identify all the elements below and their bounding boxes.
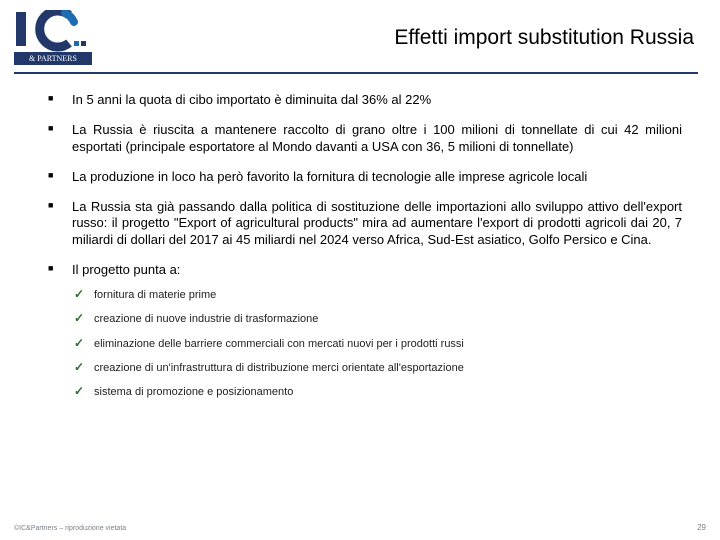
- sub-bullet-item: creazione di nuove industrie di trasform…: [72, 312, 682, 326]
- bullet-item: In 5 anni la quota di cibo importato è d…: [48, 92, 682, 108]
- bullet-item: La produzione in loco ha però favorito l…: [48, 169, 682, 185]
- bullet-item: La Russia è riuscita a mantenere raccolt…: [48, 122, 682, 155]
- sub-bullet-item: fornitura di materie prime: [72, 288, 682, 302]
- sub-bullet-item: eliminazione delle barriere commerciali …: [72, 337, 682, 351]
- footer-copyright: ©IC&Partners – riproduzione vietata: [14, 525, 126, 532]
- logo-partners-text: & PARTNERS: [29, 54, 77, 63]
- main-bullet-list: In 5 anni la quota di cibo importato è d…: [48, 92, 682, 399]
- header: & PARTNERS Effetti import substitution R…: [0, 0, 720, 68]
- sub-bullet-text: creazione di nuove industrie di trasform…: [94, 313, 318, 325]
- bullet-text: La Russia è riuscita a mantenere raccolt…: [72, 122, 682, 153]
- sub-bullet-item: sistema di promozione e posizionamento: [72, 385, 682, 399]
- sub-bullet-text: fornitura di materie prime: [94, 289, 216, 301]
- page-number: 29: [697, 523, 706, 532]
- bullet-text: In 5 anni la quota di cibo importato è d…: [72, 92, 431, 107]
- bullet-item: La Russia sta già passando dalla politic…: [48, 199, 682, 248]
- sub-bullet-list: fornitura di materie prime creazione di …: [72, 288, 682, 399]
- bullet-text: Il progetto punta a:: [72, 262, 180, 277]
- sub-bullet-item: creazione di un'infrastruttura di distri…: [72, 361, 682, 375]
- logo: & PARTNERS: [14, 10, 104, 68]
- sub-bullet-text: sistema di promozione e posizionamento: [94, 386, 293, 398]
- bullet-item: Il progetto punta a: fornitura di materi…: [48, 262, 682, 400]
- bullet-text: La Russia sta già passando dalla politic…: [72, 199, 682, 247]
- content: In 5 anni la quota di cibo importato è d…: [0, 74, 720, 399]
- sub-bullet-text: eliminazione delle barriere commerciali …: [94, 338, 464, 350]
- sub-bullet-text: creazione di un'infrastruttura di distri…: [94, 362, 464, 374]
- page-title: Effetti import substitution Russia: [104, 10, 700, 50]
- bullet-text: La produzione in loco ha però favorito l…: [72, 169, 587, 184]
